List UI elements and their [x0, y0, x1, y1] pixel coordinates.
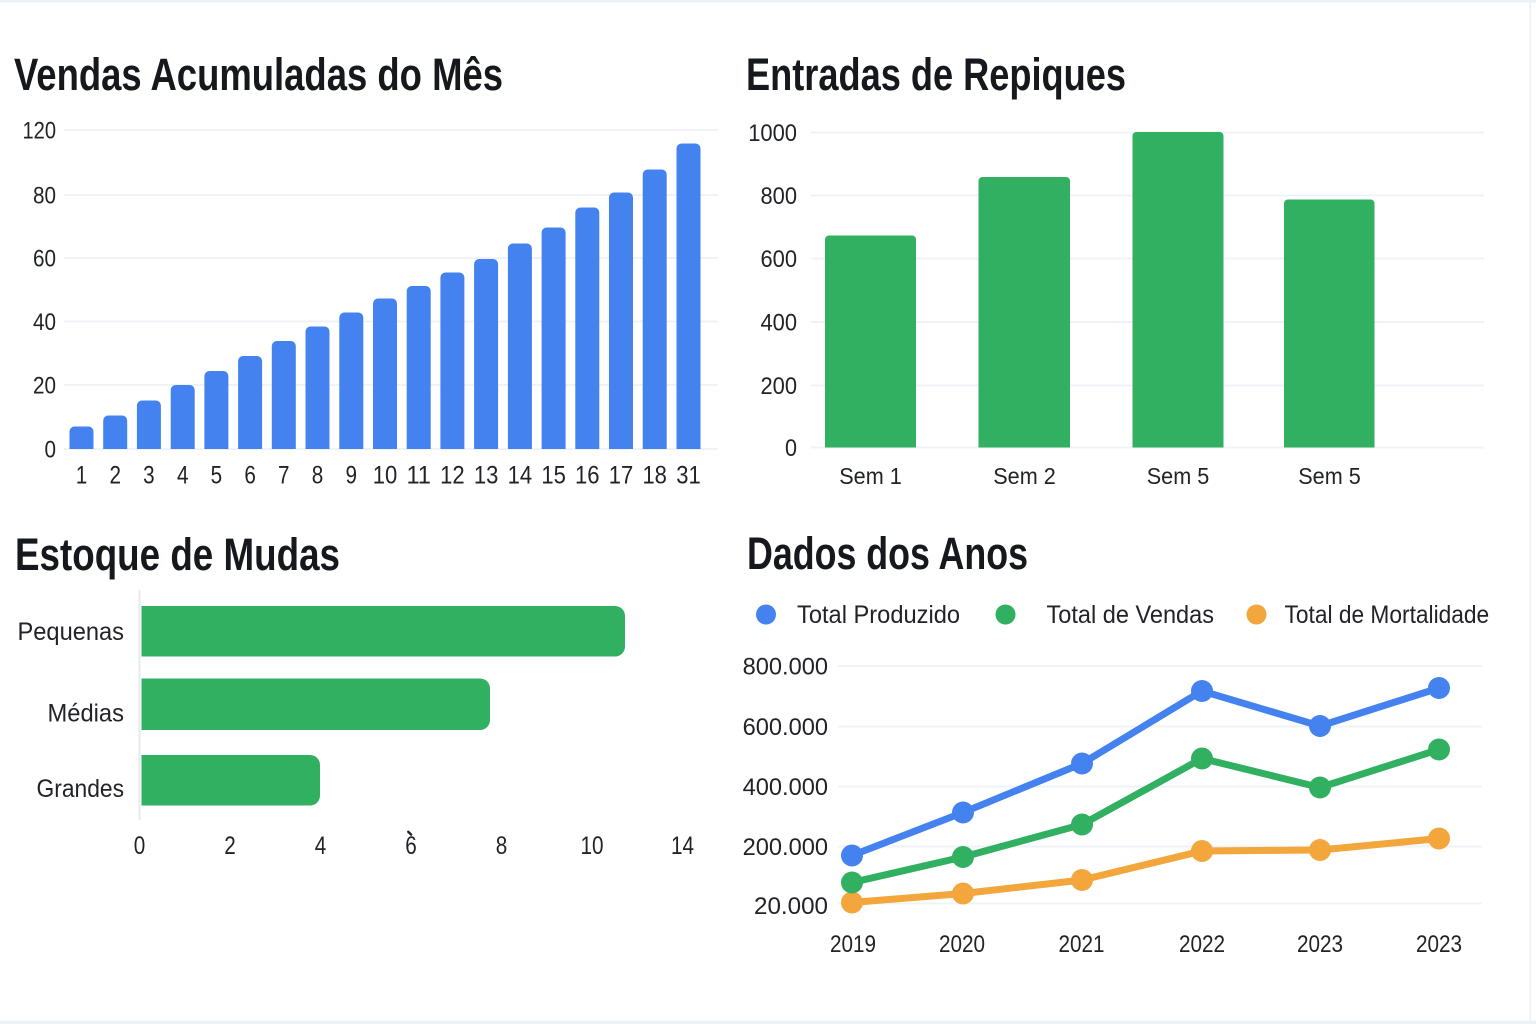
svg-text:Sem 5: Sem 5: [1298, 463, 1361, 489]
svg-text:1: 1: [76, 462, 88, 490]
svg-text:120: 120: [23, 118, 57, 145]
svg-text:2021: 2021: [1059, 931, 1105, 958]
svg-text:3: 3: [143, 462, 155, 490]
svg-text:Médias: Médias: [48, 700, 125, 728]
svg-text:17: 17: [609, 462, 634, 490]
svg-text:16: 16: [575, 462, 600, 490]
svg-text:2: 2: [224, 832, 236, 860]
svg-text:18: 18: [642, 462, 667, 490]
svg-text:0: 0: [45, 437, 57, 464]
svg-text:Vendas Acumuladas do Mês: Vendas Acumuladas do Mês: [14, 49, 503, 100]
svg-text:2023: 2023: [1416, 931, 1462, 958]
svg-text:Estoque de Mudas: Estoque de Mudas: [15, 529, 340, 580]
svg-text:600: 600: [761, 246, 798, 273]
svg-text:11: 11: [406, 462, 431, 490]
svg-text:800.000: 800.000: [743, 654, 828, 681]
svg-text:Total de Mortalidade: Total de Mortalidade: [1285, 601, 1490, 629]
svg-text:8: 8: [496, 832, 508, 860]
svg-text:800: 800: [761, 183, 798, 210]
svg-text:2020: 2020: [939, 931, 985, 958]
svg-text:200.000: 200.000: [743, 834, 828, 861]
svg-text:4: 4: [177, 462, 189, 490]
svg-text:10: 10: [373, 462, 398, 490]
svg-text:200: 200: [761, 373, 798, 400]
svg-text:Total Produzido: Total Produzido: [797, 601, 960, 629]
svg-text:5: 5: [211, 462, 223, 490]
svg-text:40: 40: [33, 309, 56, 336]
svg-text:12: 12: [440, 462, 465, 490]
svg-text:13: 13: [474, 462, 499, 490]
svg-text:6: 6: [244, 462, 256, 490]
svg-text:7: 7: [278, 462, 290, 490]
svg-text:2023: 2023: [1297, 931, 1343, 958]
svg-text:0: 0: [134, 832, 146, 860]
svg-text:2: 2: [109, 462, 121, 490]
svg-text:31: 31: [676, 462, 701, 490]
svg-text:80: 80: [33, 183, 56, 210]
svg-text:600.000: 600.000: [743, 714, 828, 741]
svg-text:8: 8: [312, 462, 324, 490]
svg-text:Sem 1: Sem 1: [839, 463, 902, 489]
svg-text:400.000: 400.000: [743, 774, 828, 801]
svg-text:2022: 2022: [1179, 931, 1225, 958]
svg-text:10: 10: [581, 832, 604, 860]
svg-text:60: 60: [33, 246, 56, 273]
svg-text:20: 20: [33, 373, 56, 400]
svg-text:2019: 2019: [830, 931, 876, 958]
svg-text:20.000: 20.000: [754, 893, 828, 920]
svg-text:14: 14: [671, 832, 694, 860]
svg-text:Total de Vendas: Total de Vendas: [1047, 601, 1215, 629]
svg-text:Sem 5: Sem 5: [1147, 463, 1210, 489]
svg-text:Pequenas: Pequenas: [18, 618, 125, 646]
svg-text:9: 9: [346, 462, 358, 490]
svg-text:15: 15: [541, 462, 566, 490]
svg-text:6: 6: [405, 832, 417, 860]
svg-text:0: 0: [785, 435, 797, 462]
svg-text:14: 14: [508, 462, 533, 490]
svg-text:Entradas de Repiques: Entradas de Repiques: [746, 49, 1126, 100]
svg-text:1000: 1000: [748, 120, 797, 147]
svg-text:Sem 2: Sem 2: [993, 463, 1056, 489]
svg-text:Grandes: Grandes: [37, 775, 125, 803]
svg-text:4: 4: [315, 832, 327, 860]
svg-text:Dados dos Anos: Dados dos Anos: [747, 528, 1028, 579]
svg-text:400: 400: [761, 310, 798, 337]
